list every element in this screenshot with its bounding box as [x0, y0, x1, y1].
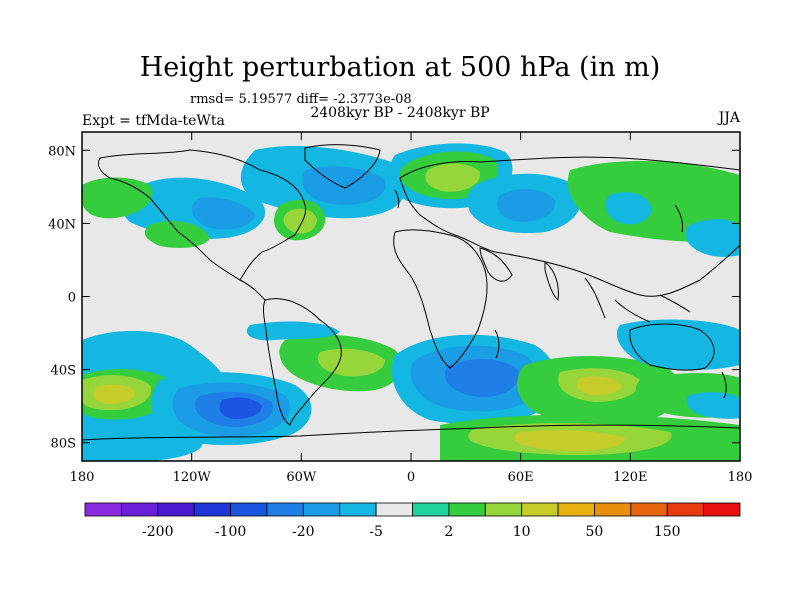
colorbar-swatch — [521, 502, 559, 517]
contour-sh-antarctic-orange — [514, 430, 625, 452]
lat-tick-label: 0 — [68, 291, 76, 306]
contour-sh-atlantic-darkblue — [445, 358, 519, 398]
contour-sh-australia-cyan — [616, 319, 740, 370]
coast-antarctica — [82, 424, 740, 441]
colorbar-label: 2 — [444, 524, 453, 540]
coast-greenland — [304, 144, 381, 189]
coast-australia — [629, 323, 715, 371]
contour-sh-chile-yellow — [317, 348, 385, 377]
lat-tick-label: 80N — [48, 144, 76, 159]
colorbar-swatch — [302, 502, 341, 517]
coast-north-america — [97, 149, 307, 281]
contour-sh-southwest-cyan — [82, 427, 203, 461]
colorbar-swatch — [339, 502, 377, 517]
contour-sh-east-cyan — [686, 392, 740, 419]
lat-tick-label: 80S — [51, 437, 76, 452]
contour-nh-nam-green — [144, 220, 210, 248]
contour-nh-west-blue — [191, 197, 255, 230]
colorbar-swatch — [666, 502, 705, 517]
lat-tick-label: 40N — [48, 217, 76, 232]
colorbar-swatch — [157, 502, 195, 517]
contour-nh-east-cyan — [605, 192, 652, 225]
colorbar-label: 150 — [654, 524, 681, 540]
colorbar-labels: -200 -100 -20 -5 2 10 50 150 — [142, 524, 681, 540]
experiment-label: Expt = tfMda-teWta — [82, 113, 225, 129]
season-label: JJA — [718, 110, 740, 126]
contour-sh-indian-orange — [576, 376, 622, 396]
colorbar-swatch — [193, 502, 231, 517]
colorbar-label: -5 — [369, 524, 383, 540]
colorbar-swatch — [84, 502, 122, 517]
colorbar-swatch — [230, 502, 268, 517]
coast-madagascar — [494, 329, 500, 359]
coast-central-america — [239, 279, 266, 301]
coast-japan — [674, 204, 683, 233]
lon-tick-label: 120W — [173, 470, 212, 485]
colorbar-swatch — [448, 502, 486, 517]
rmsd-stats: rmsd= 5.19577 diff= -2.3773e-08 — [190, 92, 412, 107]
coast-new-zealand — [721, 371, 727, 399]
coast-southeast-asia — [584, 277, 691, 323]
colorbar-label: 50 — [586, 524, 604, 540]
contour-sh-west-orange — [93, 384, 135, 404]
colorbar-swatch — [630, 502, 668, 517]
lon-tick-label: 120E — [613, 470, 647, 485]
period-label: 2408kyr BP - 2408kyr BP — [310, 105, 490, 121]
colorbar-label: 10 — [513, 524, 531, 540]
colorbar-swatch — [120, 502, 159, 517]
coast-arabia — [479, 247, 513, 282]
coast-south-america — [262, 298, 342, 426]
contour-sh-chile-cyan — [246, 321, 340, 341]
colorbar-swatch — [266, 502, 304, 517]
lon-tick-label: 180 — [70, 470, 95, 485]
coast-india — [544, 260, 559, 301]
coastlines — [82, 144, 740, 441]
colorbar-swatch — [594, 502, 632, 517]
lon-tick-label: 60W — [286, 470, 317, 485]
lon-tick-label: 180 — [728, 470, 753, 485]
colorbar-swatch — [557, 502, 595, 517]
coast-eurasia — [399, 156, 740, 297]
longitude-axis: 180 120W 60W 0 60E 120E 180 — [70, 132, 753, 485]
colorbar-swatch — [412, 502, 450, 517]
contour-nh-pacific-cyan — [685, 218, 740, 257]
contour-fields — [82, 143, 740, 461]
colorbar-label: -200 — [142, 524, 173, 540]
coast-africa — [393, 229, 488, 369]
lon-tick-label: 60E — [508, 470, 534, 485]
colorbar-swatch — [703, 502, 741, 517]
contour-nh-scandinavia-yellow — [425, 163, 481, 192]
lat-tick-label: 40S — [51, 364, 76, 379]
colorbar-swatch — [484, 502, 523, 517]
contour-nh-east-green — [567, 160, 740, 243]
colorbar-swatch — [375, 502, 413, 517]
contour-nh-asia-blue — [497, 188, 556, 222]
colorbar — [84, 502, 741, 517]
colorbar-label: -100 — [215, 524, 246, 540]
latitude-axis: 80N 40N 0 40S 80S — [48, 144, 740, 452]
plot-title: Height perturbation at 500 hPa (in m) — [139, 52, 661, 83]
lon-tick-label: 0 — [407, 470, 415, 485]
contour-sh-southpacific-core — [219, 397, 262, 419]
coast-uk — [394, 189, 400, 209]
colorbar-label: -20 — [292, 524, 315, 540]
contour-nh-yellow-blob — [283, 208, 317, 234]
